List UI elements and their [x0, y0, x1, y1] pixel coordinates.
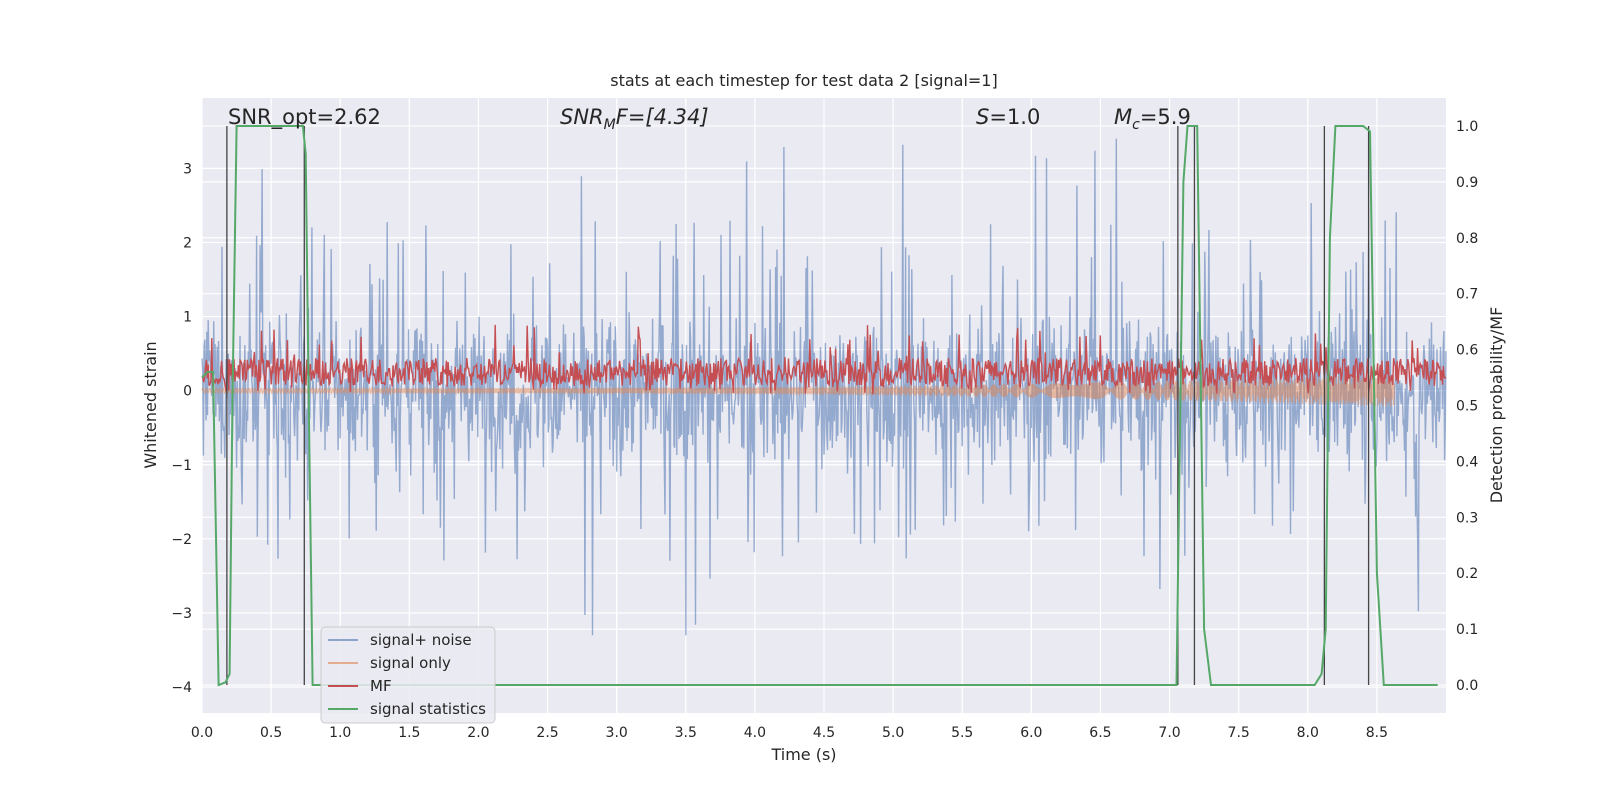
s-value: =1.0 [989, 105, 1040, 129]
right-tick-label-6: 0.4 [1456, 454, 1478, 470]
x-tick-label-0: 0.0 [191, 725, 213, 741]
legend: signal+ noise signal only MF signal stat… [320, 626, 496, 724]
right-tick-label-8: 0.2 [1456, 566, 1478, 582]
legend-label-mf: MF [370, 677, 392, 695]
x-axis-label: Time (s) [770, 745, 836, 764]
x-axis-ticks: 0.0 0.5 1.0 1.5 2.0 2.5 3.0 3.5 4.0 4.5 5.0 5.5 6.0 6… [191, 725, 1388, 741]
signal-noise-series [201, 138, 1447, 636]
left-tick-label-2: 1 [183, 310, 192, 326]
mc-annotation: Mc=5.9 [1114, 105, 1191, 133]
snr-mf-subscript: M [604, 117, 616, 133]
signal-only-line [201, 374, 1396, 407]
right-tick-label-10: 0.0 [1456, 678, 1478, 694]
right-tick-label-5: 0.5 [1456, 399, 1478, 415]
mc-subscript: c [1132, 117, 1140, 133]
mf-line [201, 324, 1447, 395]
x-tick-label-17: 8.5 [1366, 725, 1388, 741]
right-tick-label-2: 0.8 [1456, 231, 1478, 247]
mc-value: =5.9 [1140, 105, 1191, 129]
x-tick-label-9: 4.5 [813, 725, 835, 741]
left-tick-label-5: −2 [171, 532, 192, 548]
right-axis-label: Detection probability/MF [1487, 307, 1506, 504]
x-tick-label-13: 6.5 [1089, 725, 1111, 741]
left-axis-ticks: 3 2 1 0 −1 −2 −3 −4 [171, 161, 192, 696]
signal-statistics-series [201, 125, 1438, 687]
right-tick-label-0: 1.0 [1456, 119, 1478, 135]
right-tick-label-9: 0.1 [1456, 622, 1478, 638]
x-tick-label-12: 6.0 [1020, 725, 1042, 741]
x-tick-label-5: 2.5 [536, 725, 558, 741]
left-tick-label-3: 0 [183, 384, 192, 400]
right-tick-label-3: 0.7 [1456, 287, 1478, 303]
legend-label-signal-only: signal only [370, 654, 451, 672]
x-tick-label-4: 2.0 [467, 725, 489, 741]
snr-mf-base: SNR [560, 105, 604, 129]
mf-series [201, 324, 1447, 395]
legend-box [320, 626, 496, 724]
right-axis-ticks: 1.0 0.9 0.8 0.7 0.6 0.5 0.4 0.3 0.2 0.1 0.0 [1456, 119, 1478, 694]
x-tick-label-1: 0.5 [260, 725, 282, 741]
x-tick-label-7: 3.5 [675, 725, 697, 741]
x-tick-label-15: 7.5 [1228, 725, 1250, 741]
snr-mf-rest: F=[4.34] [616, 105, 709, 129]
mc-variable: M [1114, 105, 1132, 129]
legend-label-signal-statistics: signal statistics [370, 700, 486, 718]
left-tick-label-6: −3 [171, 606, 192, 622]
signal-noise-line [201, 138, 1447, 636]
left-tick-label-4: −1 [171, 458, 192, 474]
legend-label-signal-noise: signal+ noise [370, 631, 472, 649]
x-tick-label-14: 7.0 [1158, 725, 1180, 741]
left-tick-label-0: 3 [183, 161, 192, 177]
left-tick-label-7: −4 [171, 680, 192, 696]
x-tick-label-8: 4.0 [744, 725, 766, 741]
snr-opt-annotation: SNR_opt=2.62 [228, 105, 381, 130]
left-axis-label: Whitened strain [141, 341, 160, 468]
x-tick-label-2: 1.0 [329, 725, 351, 741]
snr-mf-annotation: SNRMF=[4.34] [560, 105, 709, 133]
x-tick-label-6: 3.0 [606, 725, 628, 741]
x-tick-label-16: 8.0 [1297, 725, 1319, 741]
x-tick-label-3: 1.5 [398, 725, 420, 741]
left-tick-label-1: 2 [183, 235, 192, 251]
right-tick-label-1: 0.9 [1456, 175, 1478, 191]
right-tick-label-7: 0.3 [1456, 510, 1478, 526]
right-tick-label-4: 0.6 [1456, 343, 1478, 359]
x-tick-label-10: 5.0 [882, 725, 904, 741]
chart-title: stats at each timestep for test data 2 [… [610, 71, 997, 90]
signal-statistics-line [201, 125, 1438, 687]
x-tick-label-11: 5.5 [951, 725, 973, 741]
signal-only-series [201, 374, 1396, 407]
s-annotation: S=1.0 [976, 105, 1040, 129]
s-variable: S [976, 105, 989, 129]
